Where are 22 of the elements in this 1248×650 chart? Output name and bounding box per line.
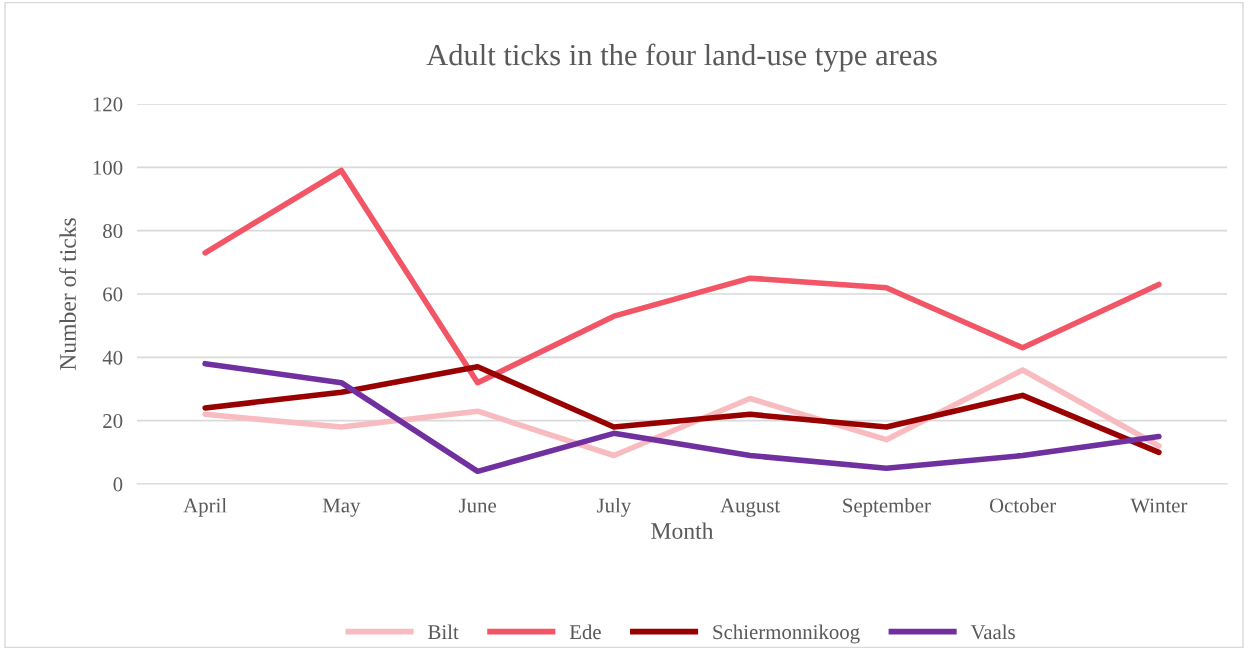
y-axis-title: Number of ticks	[59, 218, 76, 371]
y-tick-label: 100	[93, 160, 123, 175]
y-tick-label: 0	[113, 477, 123, 492]
legend-label: Bilt	[428, 624, 459, 640]
x-tick-label: Winter	[1130, 498, 1188, 513]
legend-label: Ede	[569, 624, 601, 640]
x-tick-label: September	[843, 497, 931, 517]
legend-label: Schiermonnikoog	[713, 624, 860, 644]
y-tick-label: 40	[102, 350, 123, 365]
y-tick-label: 80	[103, 224, 123, 239]
legend-label: Vaals	[970, 624, 1015, 640]
x-tick-label: August	[720, 498, 781, 517]
x-axis-title: Month	[651, 522, 714, 540]
x-tick-label: April	[183, 497, 227, 517]
x-tick-label: May	[322, 498, 361, 517]
chart-title: Adult ticks in the four land-use type areas	[426, 43, 937, 72]
x-tick-label: June	[458, 498, 496, 513]
y-tick-label: 20	[103, 414, 123, 429]
y-tick-label: 60	[103, 287, 123, 302]
x-tick-label: October	[989, 497, 1056, 513]
x-tick-label: July	[596, 497, 632, 517]
y-tick-label: 120	[93, 97, 123, 112]
